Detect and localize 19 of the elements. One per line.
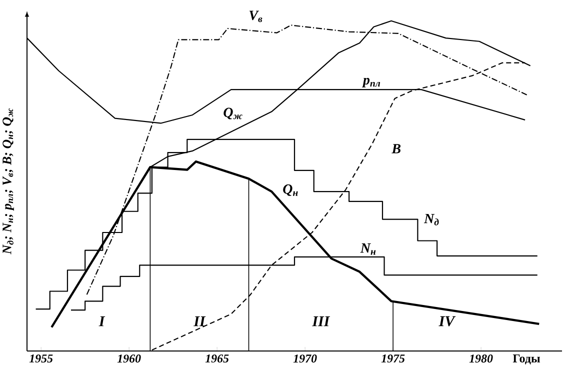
x-tick-label: 1965 bbox=[205, 354, 229, 363]
series-label: Q$_{ж}$ bbox=[224, 108, 242, 120]
x-tick-label: 1980 bbox=[469, 354, 493, 363]
x-tick-label: 1975 bbox=[381, 354, 405, 363]
series-label: B bbox=[392, 144, 401, 154]
x-tick-label: 1960 bbox=[117, 354, 141, 363]
series-label: V$_{в}$ bbox=[250, 10, 262, 22]
annotation: III bbox=[312, 316, 330, 326]
series-label: N$_{д}$ bbox=[424, 214, 439, 226]
annotation: II bbox=[194, 316, 206, 326]
series-label: Q$_{н}$ bbox=[283, 184, 298, 196]
text: N$_{д}$; N$_{н}$; p$_{пл}$; V$_{в}$; B; Q$_{н}$; Q$_{ж}$ bbox=[2, 108, 14, 254]
x-tick-label: 1955 bbox=[29, 354, 53, 363]
annotation: I bbox=[98, 316, 106, 326]
x-axis-title: Годы bbox=[512, 354, 540, 364]
x-tick-label: 1970 bbox=[293, 354, 317, 363]
series-label: N$_{н}$ bbox=[360, 243, 376, 255]
annotation: IV bbox=[438, 316, 456, 326]
series-label: p$_{пл}$ bbox=[362, 78, 380, 88]
